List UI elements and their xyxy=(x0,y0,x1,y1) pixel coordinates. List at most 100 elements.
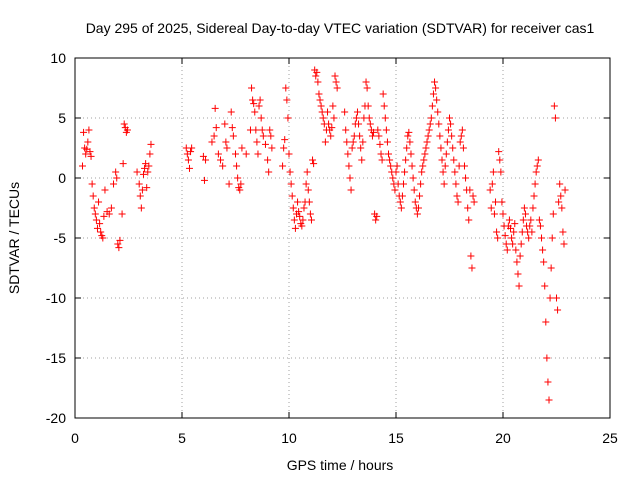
data-point xyxy=(332,78,340,86)
data-point xyxy=(386,156,394,164)
data-point xyxy=(187,148,195,156)
data-point xyxy=(265,168,273,176)
data-point xyxy=(403,144,411,152)
data-point xyxy=(410,186,418,194)
data-point xyxy=(147,140,155,148)
data-point xyxy=(327,132,335,140)
data-point xyxy=(143,184,151,192)
data-point xyxy=(547,264,555,272)
data-point xyxy=(402,156,410,164)
data-point xyxy=(118,210,126,218)
data-point xyxy=(135,180,143,188)
data-point xyxy=(391,186,399,194)
data-point xyxy=(536,222,544,230)
data-point xyxy=(454,198,462,206)
data-point xyxy=(330,114,338,122)
data-point xyxy=(306,210,314,218)
data-point xyxy=(251,108,259,116)
data-point xyxy=(535,216,543,224)
data-point xyxy=(424,132,432,140)
data-point xyxy=(436,132,444,140)
data-point xyxy=(250,100,258,108)
data-point xyxy=(305,198,313,206)
data-point xyxy=(91,210,99,218)
data-point xyxy=(411,198,419,206)
data-point xyxy=(508,234,516,242)
data-point xyxy=(380,102,388,110)
data-point xyxy=(96,220,104,228)
data-point xyxy=(492,198,500,206)
data-point xyxy=(237,180,245,188)
data-point xyxy=(316,96,324,104)
data-point xyxy=(452,180,460,188)
data-point xyxy=(225,180,233,188)
data-point xyxy=(219,162,227,170)
data-point xyxy=(382,126,390,134)
data-point xyxy=(319,114,327,122)
data-point xyxy=(405,128,413,136)
data-point xyxy=(200,176,208,184)
data-point xyxy=(253,138,261,146)
data-point xyxy=(389,174,397,182)
data-point xyxy=(534,156,542,164)
data-point xyxy=(349,138,357,146)
data-point xyxy=(442,150,450,158)
data-point xyxy=(366,120,374,128)
data-point xyxy=(294,198,302,206)
data-point xyxy=(428,102,436,110)
data-point xyxy=(408,162,416,170)
data-point xyxy=(100,212,108,220)
data-point xyxy=(509,240,517,248)
data-point xyxy=(489,168,497,176)
data-point xyxy=(221,120,229,128)
data-point xyxy=(427,114,435,122)
data-point xyxy=(137,204,145,212)
data-point xyxy=(279,162,287,170)
data-point xyxy=(123,126,131,134)
data-point xyxy=(490,210,498,218)
data-point xyxy=(531,180,539,188)
x-axis-label: GPS time / hours xyxy=(287,457,394,473)
data-point xyxy=(298,222,306,230)
data-point xyxy=(529,204,537,212)
data-point xyxy=(521,210,529,218)
y-tick-label: -15 xyxy=(46,350,66,366)
data-point xyxy=(286,168,294,176)
data-point xyxy=(249,96,257,104)
data-point xyxy=(234,174,242,182)
data-point xyxy=(502,240,510,248)
data-point xyxy=(465,216,473,224)
data-point xyxy=(553,294,560,302)
data-point xyxy=(505,216,513,224)
data-point xyxy=(514,270,522,278)
data-point xyxy=(283,96,291,104)
data-point xyxy=(449,144,457,152)
data-point xyxy=(256,96,264,104)
data-point xyxy=(359,138,367,146)
data-point xyxy=(460,162,468,170)
data-point xyxy=(115,244,123,252)
data-point xyxy=(238,144,246,152)
data-point xyxy=(304,186,312,194)
data-point xyxy=(555,198,563,206)
data-point xyxy=(440,180,448,188)
data-point xyxy=(556,180,564,188)
data-point xyxy=(233,162,241,170)
data-point xyxy=(355,120,363,128)
data-point xyxy=(185,164,193,172)
data-point xyxy=(84,138,92,146)
data-point xyxy=(259,132,267,140)
data-point xyxy=(110,180,118,188)
data-point xyxy=(357,144,365,152)
data-point xyxy=(541,282,549,290)
data-point xyxy=(516,252,524,260)
y-tick-label: 10 xyxy=(50,50,66,66)
data-point xyxy=(146,150,154,158)
data-point xyxy=(280,144,288,152)
data-point xyxy=(325,120,333,128)
data-point xyxy=(420,156,428,164)
data-point xyxy=(315,90,323,98)
data-point xyxy=(486,186,494,194)
data-point xyxy=(414,204,422,212)
